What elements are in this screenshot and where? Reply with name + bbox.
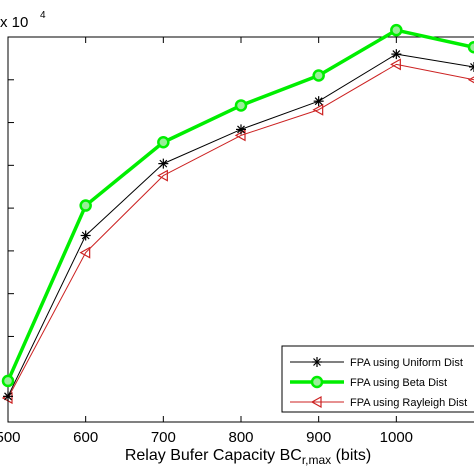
asterisk-stroke <box>159 159 168 168</box>
data-point-asterisk <box>391 49 402 60</box>
x-tick-label: 600 <box>73 429 98 446</box>
legend-label: FPA using Rayleigh Dist <box>350 397 467 409</box>
data-point-triangle <box>390 58 401 71</box>
data-point-triangle <box>157 169 168 182</box>
data-point-triangle <box>79 246 91 259</box>
x-tick-label: 500 <box>0 429 21 446</box>
x-tick-label: 900 <box>306 429 331 446</box>
data-point-asterisk <box>3 391 13 402</box>
series-group <box>1 23 474 405</box>
data-point-circle <box>390 23 403 37</box>
data-point-circle <box>310 375 324 389</box>
data-point-circle <box>312 69 325 82</box>
asterisk-stroke <box>4 392 12 401</box>
data-point-circle <box>234 99 248 112</box>
series-line <box>7 63 474 399</box>
data-point-asterisk <box>313 96 324 107</box>
data-point-circle <box>1 374 15 388</box>
legend: FPA using Uniform Dist FPA using Beta Dis… <box>281 345 474 413</box>
asterisk-stroke <box>237 125 245 134</box>
axis-ticks: 500 600 700 800 900 1000 <box>0 37 413 446</box>
data-point-circle <box>157 135 170 149</box>
data-point-triangle <box>310 395 322 409</box>
data-point-asterisk <box>236 124 246 135</box>
x-axis-title: Relay Bufer Capacity BCr,max (bits) <box>125 447 371 467</box>
asterisk-stroke <box>81 231 90 240</box>
plot-area-frame <box>7 36 474 423</box>
y-exponent-label: x 10 <box>0 14 28 31</box>
legend-label: FPA using Beta Dist <box>350 377 447 389</box>
x-tick-label: 700 <box>151 429 176 446</box>
x-axis-title-unit: (bits) <box>331 447 371 464</box>
asterisk-stroke <box>470 66 474 71</box>
data-point-triangle <box>312 103 324 116</box>
data-point-circle <box>79 199 92 212</box>
asterisk-stroke <box>470 63 474 68</box>
x-axis-title-subscript: r,max <box>302 453 331 467</box>
y-exponent-power: 4 <box>40 10 46 21</box>
data-point-asterisk <box>469 61 474 72</box>
x-tick-label: 800 <box>228 429 253 446</box>
series-asterisk <box>3 49 474 402</box>
asterisk-stroke <box>314 97 323 106</box>
asterisk-stroke <box>392 50 401 59</box>
x-axis-title-main: Relay Bufer Capacity BC <box>125 447 302 464</box>
data-point-circle <box>467 41 474 54</box>
data-point-asterisk <box>158 158 169 169</box>
asterisk-stroke <box>313 358 321 366</box>
series-circle <box>1 23 474 388</box>
x-tick-label: 1000 <box>380 429 413 446</box>
legend-label: FPA using Uniform Dist <box>350 357 463 369</box>
data-point-asterisk <box>312 357 322 367</box>
data-point-asterisk <box>80 230 91 241</box>
